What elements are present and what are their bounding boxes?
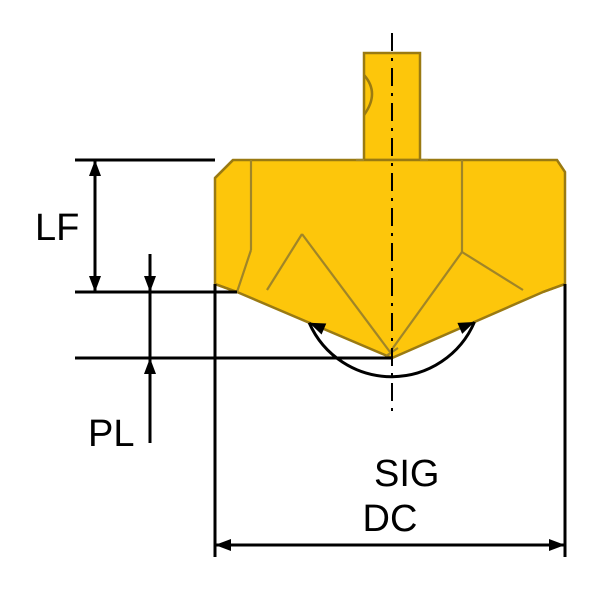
label-DC: DC: [363, 498, 418, 540]
label-PL: PL: [88, 413, 134, 455]
label-LF: LF: [35, 207, 79, 249]
tool-body: [215, 53, 565, 358]
label-SIG: SIG: [374, 453, 439, 495]
